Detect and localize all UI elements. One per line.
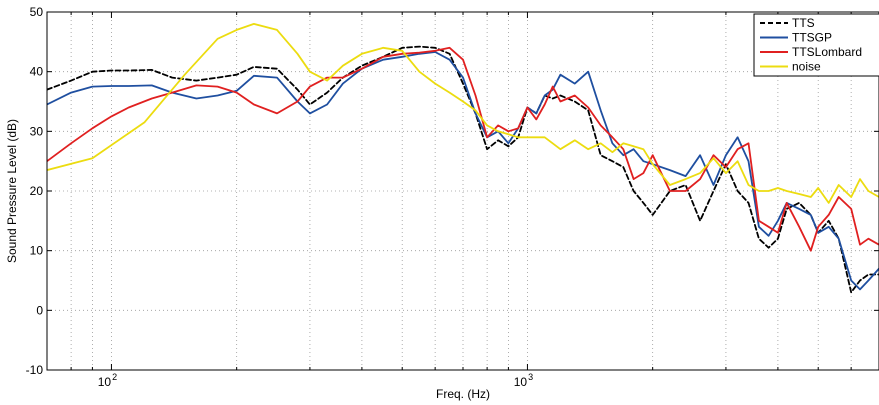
- x-tick-label: 102: [98, 372, 117, 389]
- series-line-tts: [47, 45, 879, 294]
- series-line-ttslombard: [47, 46, 879, 252]
- legend-label: noise: [792, 60, 821, 74]
- y-tick-label: 10: [30, 244, 44, 258]
- legend-label: TTSLombard: [792, 45, 862, 59]
- y-tick-label: 50: [30, 5, 44, 19]
- series-group: [47, 23, 879, 294]
- y-axis-ticks: -10 0 10 20 30 40 50: [26, 5, 879, 377]
- y-tick-label: 20: [30, 184, 44, 198]
- series-line-noise: [47, 23, 879, 204]
- y-axis-label: Sound Pressure Level (dB): [5, 119, 19, 263]
- legend-label: TTS: [792, 16, 815, 30]
- legend-label: TTSGP: [792, 31, 832, 45]
- x-tick-label: 103: [514, 372, 533, 389]
- y-tick-label: 30: [30, 124, 44, 138]
- grid-lines: [47, 12, 879, 370]
- series-line-ttsgp: [47, 51, 879, 291]
- y-tick-label: -10: [26, 363, 44, 377]
- y-tick-label: 40: [30, 65, 44, 79]
- y-tick-label: 0: [36, 303, 43, 317]
- x-axis-label: Freq. (Hz): [436, 387, 490, 401]
- x-axis-ticks: 102 103: [70, 12, 852, 389]
